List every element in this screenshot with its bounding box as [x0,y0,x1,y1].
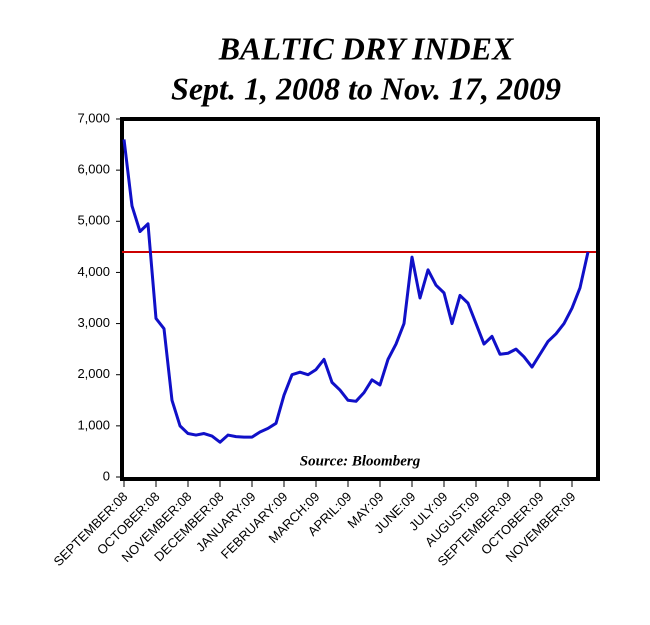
chart-subtitle: Sept. 1, 2008 to Nov. 17, 2009 [171,70,561,106]
y-tick-label: 6,000 [77,162,110,177]
y-tick-label: 2,000 [77,366,110,381]
source-note: Source: Bloomberg [300,453,421,469]
y-tick-label: 3,000 [77,315,110,330]
y-tick-label: 5,000 [77,213,110,228]
data-line [122,139,590,444]
y-tick-label: 7,000 [77,110,110,125]
y-tick-label: 1,000 [77,417,110,432]
plot-frame [120,117,600,481]
y-tick-label: 4,000 [77,264,110,279]
chart-title: BALTIC DRY INDEX [218,30,514,66]
y-tick-label: 0 [103,468,110,483]
